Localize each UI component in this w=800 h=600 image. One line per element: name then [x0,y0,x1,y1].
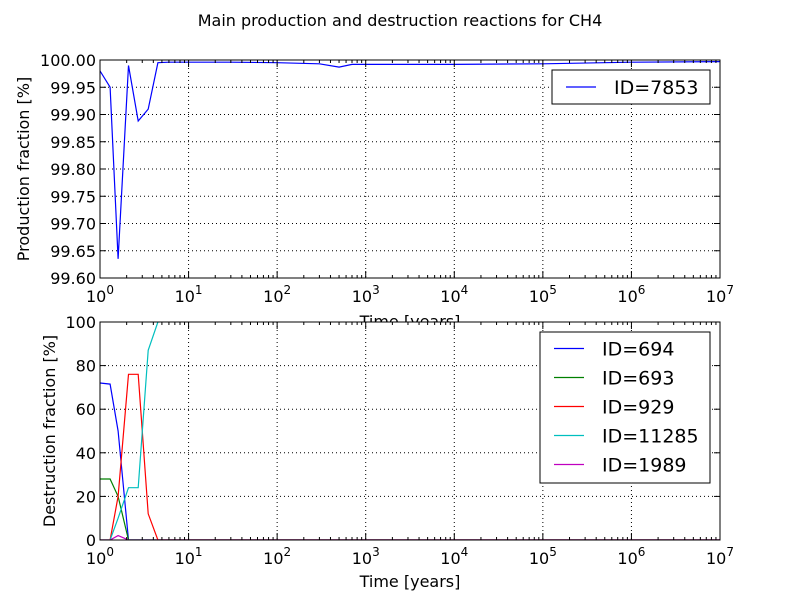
destruction-x-tick-label: 104 [440,545,468,568]
destruction-x-tick-label: 102 [263,545,291,568]
production-y-tick-label: 99.70 [50,215,96,234]
destruction-subplot: 0 20 40 60 80 100 100 101 102 103 104 105 106 107 De… [40,313,734,591]
production-y-tick-label: 99.60 [50,269,96,288]
destruction-legend-label: ID=1989 [602,455,687,477]
destruction-x-tick-label: 103 [352,545,380,568]
production-subplot: 99.60 99.65 99.70 99.75 99.80 99.85 99.90 99.95… [14,51,734,331]
production-y-ticks: 99.60 99.65 99.70 99.75 99.80 99.85 99.90 99.95… [40,51,720,288]
destruction-series-line-1 [100,382,720,540]
production-y-tick-label: 99.65 [50,242,96,261]
production-legend: ID=7853 [551,69,711,105]
destruction-series-line-4 [100,322,159,540]
destruction-legend-box [539,331,711,484]
production-legend-label: ID=7853 [614,77,699,99]
production-series-lines [100,61,720,259]
production-y-tick-label: 100.00 [40,51,96,70]
destruction-legend-label: ID=929 [602,397,674,419]
destruction-x-axis-label: Time [years] [359,572,461,591]
production-y-tick-label: 99.85 [50,133,96,152]
destruction-x-tick-label: 107 [706,545,734,568]
destruction-x-ticks: 100 101 102 103 104 105 106 107 [86,322,734,568]
production-x-tick-label: 107 [706,283,734,306]
production-x-tick-label: 100 [86,283,114,306]
destruction-y-tick-label: 60 [76,400,96,419]
destruction-series-lines [100,322,720,540]
destruction-y-tick-label: 100 [65,313,96,332]
production-y-axis-label: Production fraction [%] [14,77,33,261]
destruction-x-tick-label: 106 [617,545,645,568]
production-y-tick-label: 99.80 [50,160,96,179]
destruction-plot-frame [99,321,721,541]
destruction-x-tick-label: 101 [175,545,203,568]
production-y-tick-label: 99.90 [50,106,96,125]
production-x-tick-label: 102 [263,283,291,306]
destruction-x-tick-label: 105 [529,545,557,568]
production-x-tick-label: 104 [440,283,468,306]
destruction-legend-label: ID=693 [602,368,674,390]
destruction-x-tick-label: 100 [86,545,114,568]
destruction-y-ticks: 0 20 40 60 80 100 [65,313,720,550]
destruction-y-tick-label: 80 [76,357,96,376]
destruction-y-tick-label: 0 [86,531,96,550]
destruction-y-axis-label: Destruction fraction [%] [40,335,59,527]
destruction-legend: ID=694 ID=693 ID=929 ID=11285 ID=1989 [539,331,711,484]
destruction-series-line-5 [100,534,720,540]
destruction-y-tick-label: 40 [76,444,96,463]
production-x-ticks: 100 101 102 103 104 105 106 107 [86,60,734,306]
production-x-tick-label: 101 [175,283,203,306]
production-y-tick-label: 99.95 [50,78,96,97]
production-x-tick-label: 103 [352,283,380,306]
production-y-tick-label: 99.75 [50,187,96,206]
production-x-tick-label: 105 [529,283,557,306]
production-series-line-1 [100,61,720,259]
figure-title: Main production and destruction reaction… [198,11,603,30]
destruction-y-tick-label: 20 [76,487,96,506]
destruction-legend-label: ID=11285 [602,426,699,448]
destruction-series-line-3 [100,373,720,540]
destruction-legend-label: ID=694 [602,339,674,361]
production-x-tick-label: 106 [617,283,645,306]
